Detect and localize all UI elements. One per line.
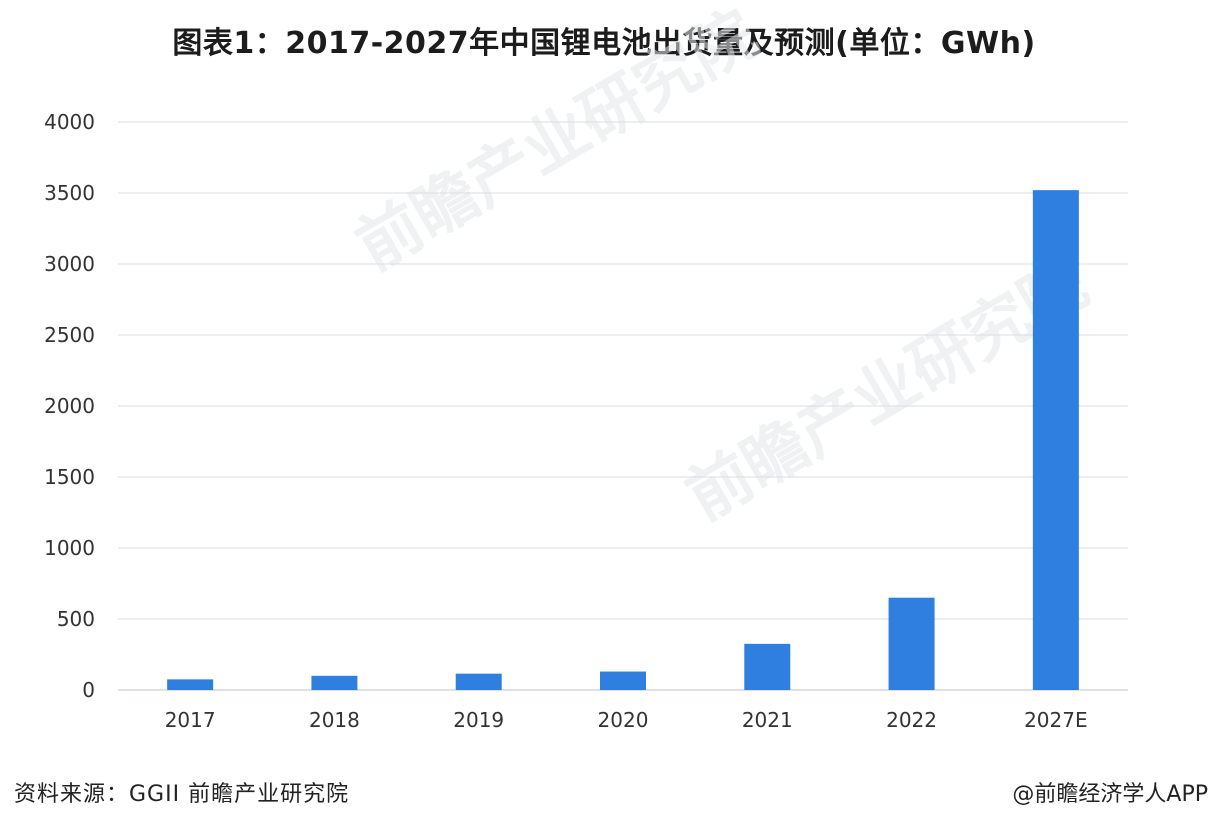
x-tick-label: 2021 [742,708,793,732]
x-tick-label: 2017 [165,708,216,732]
y-tick-label: 3000 [44,252,95,276]
chart-title: 图表1：2017-2027年中国锂电池出货量及预测(单位：GWh) [172,26,1036,61]
y-tick-label: 1500 [44,465,95,489]
bar [1032,190,1079,690]
bar [455,673,502,690]
y-tick-label: 500 [57,607,95,631]
x-tick-label: 2027E [1024,708,1088,732]
bar-chart: 0 500 1000 1500 2000 2500 3000 3500 4000 2017 2018… [44,110,1128,732]
y-tick-label: 0 [82,678,95,702]
bar [311,675,358,690]
y-tick-label: 3500 [44,181,95,205]
x-tick-label: 2018 [309,708,360,732]
bar [888,597,935,690]
x-tick-label: 2022 [886,708,937,732]
bar [744,643,791,690]
y-tick-label: 4000 [44,110,95,134]
y-tick-label: 2500 [44,323,95,347]
y-tick-label: 2000 [44,394,95,418]
bar [600,671,646,690]
x-tick-label: 2019 [453,708,504,732]
credit-label: @前瞻经济学人APP [1012,782,1208,807]
y-tick-label: 1000 [44,536,95,560]
bar [167,679,214,690]
x-tick-label: 2020 [598,708,649,732]
source-note: 资料来源：GGII 前瞻产业研究院 [14,782,350,807]
